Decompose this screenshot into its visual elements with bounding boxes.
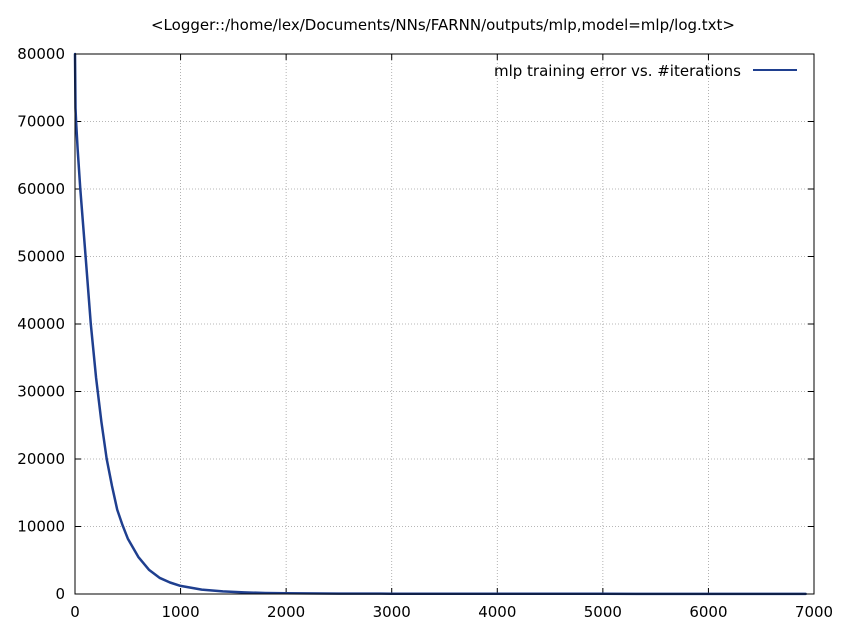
y-tick-label: 70000 xyxy=(17,113,65,131)
grid xyxy=(75,54,814,594)
x-tick-label: 2000 xyxy=(267,603,305,621)
x-tick-label: 0 xyxy=(70,603,80,621)
y-tick-label: 10000 xyxy=(17,518,65,536)
x-tick-label: 4000 xyxy=(478,603,516,621)
y-tick-label: 20000 xyxy=(17,450,65,468)
x-tick-label: 7000 xyxy=(795,603,833,621)
y-tick-label: 50000 xyxy=(17,248,65,266)
plot-frame xyxy=(74,53,815,595)
legend: mlp training error vs. #iterations xyxy=(494,62,797,80)
y-tick-labels: 0 10000 20000 30000 40000 50000 60000 70000 8000… xyxy=(17,45,65,603)
legend-label: mlp training error vs. #iterations xyxy=(494,62,741,80)
y-tick-label: 40000 xyxy=(17,315,65,333)
x-tick-label: 6000 xyxy=(689,603,727,621)
y-tick-label: 80000 xyxy=(17,45,65,63)
y-tick-label: 0 xyxy=(55,585,65,603)
x-tick-label: 5000 xyxy=(584,603,622,621)
x-tick-label: 1000 xyxy=(161,603,199,621)
y-tick-label: 30000 xyxy=(17,383,65,401)
y-tick-label: 60000 xyxy=(17,180,65,198)
x-tick-labels: 0 1000 2000 3000 4000 5000 6000 7000 xyxy=(70,603,833,621)
x-tick-label: 3000 xyxy=(373,603,411,621)
chart-title: <Logger::/home/lex/Documents/NNs/FARNN/o… xyxy=(151,16,735,34)
